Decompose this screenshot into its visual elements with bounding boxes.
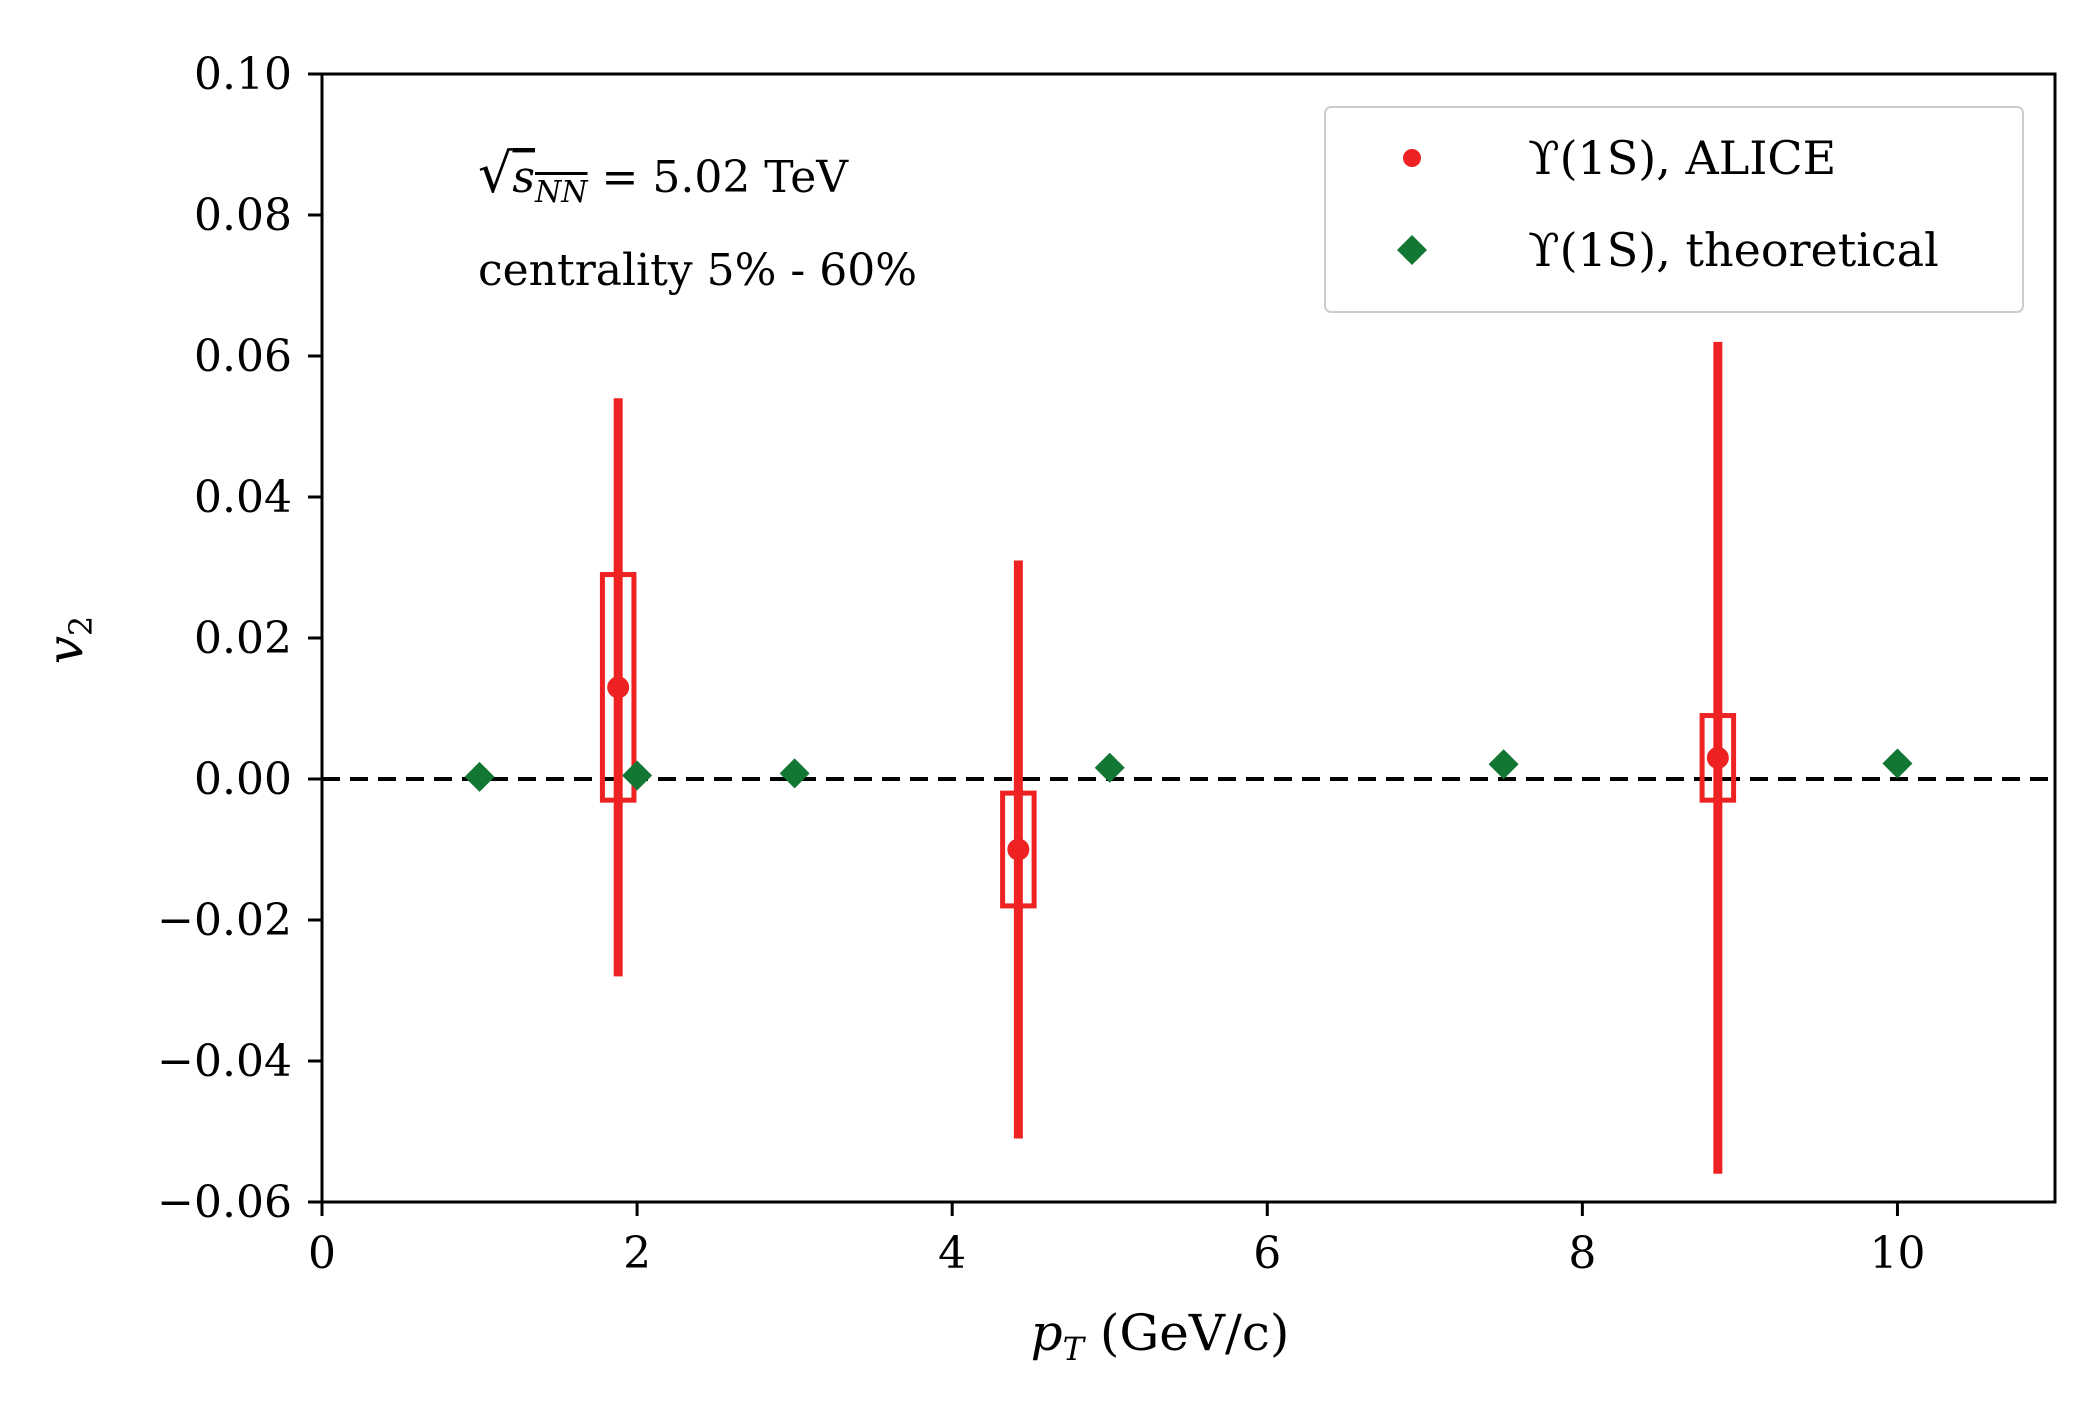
legend: ϒ(1S), ALICE ϒ(1S), theoretical	[1324, 106, 2024, 313]
legend-frame	[1324, 106, 2024, 313]
y-tick-label: −0.04	[157, 1036, 292, 1087]
x-tick-label: 8	[1568, 1228, 1596, 1279]
energy-annotation: √sNN = 5.02 TeV	[478, 142, 849, 210]
theoretical-data-point	[1094, 752, 1125, 783]
theoretical-data-point	[1882, 748, 1913, 779]
theoretical-data-point	[779, 758, 810, 789]
legend-label-alice: ϒ(1S), ALICE	[1528, 131, 1836, 185]
alice-data-point	[1007, 838, 1030, 861]
theoretical-data-point	[622, 760, 653, 791]
y-tick-label: 0.10	[194, 49, 292, 100]
x-axis-label: pT (GeV/c)	[1031, 1304, 1290, 1368]
x-tick-label: 2	[623, 1228, 651, 1279]
x-tick-label: 10	[1869, 1228, 1925, 1279]
x-tick-label: 4	[938, 1228, 966, 1279]
alice-data-point	[1706, 746, 1729, 769]
y-tick-label: 0.00	[194, 754, 292, 805]
alice-sys-box	[599, 572, 637, 803]
alice-sys-box	[1000, 790, 1037, 909]
y-tick-label: −0.06	[157, 1177, 292, 1228]
centrality-annotation: centrality 5% - 60%	[478, 245, 917, 296]
legend-marker-alice	[1403, 149, 1421, 167]
y-tick-label: −0.02	[157, 895, 292, 946]
plot-area	[322, 341, 2055, 1174]
annotation-group: √sNN = 5.02 TeV centrality 5% - 60%	[478, 142, 917, 296]
y-tick-label: 0.08	[194, 190, 292, 241]
x-tick-label: 6	[1253, 1228, 1281, 1279]
alice-data-point	[607, 676, 630, 699]
theoretical-data-point	[1488, 749, 1519, 780]
axes: 0 2 4 6 8 10 −0.06 −0.04 −0.02 0.00 0.02 0.04 0.06 0.…	[157, 49, 2057, 1279]
legend-marker-theoretical	[1397, 235, 1427, 265]
y-axis-label: v2	[36, 616, 100, 665]
theoretical-data-point	[464, 761, 495, 792]
y-tick-label: 0.02	[194, 613, 292, 664]
plot-inner	[322, 341, 2055, 1174]
y-tick-label: 0.06	[194, 331, 292, 382]
legend-label-theoretical: ϒ(1S), theoretical	[1528, 223, 1939, 277]
x-tick-label: 0	[308, 1228, 336, 1279]
y-tick-label: 0.04	[194, 472, 292, 523]
alice-sys-box	[1699, 713, 1737, 803]
